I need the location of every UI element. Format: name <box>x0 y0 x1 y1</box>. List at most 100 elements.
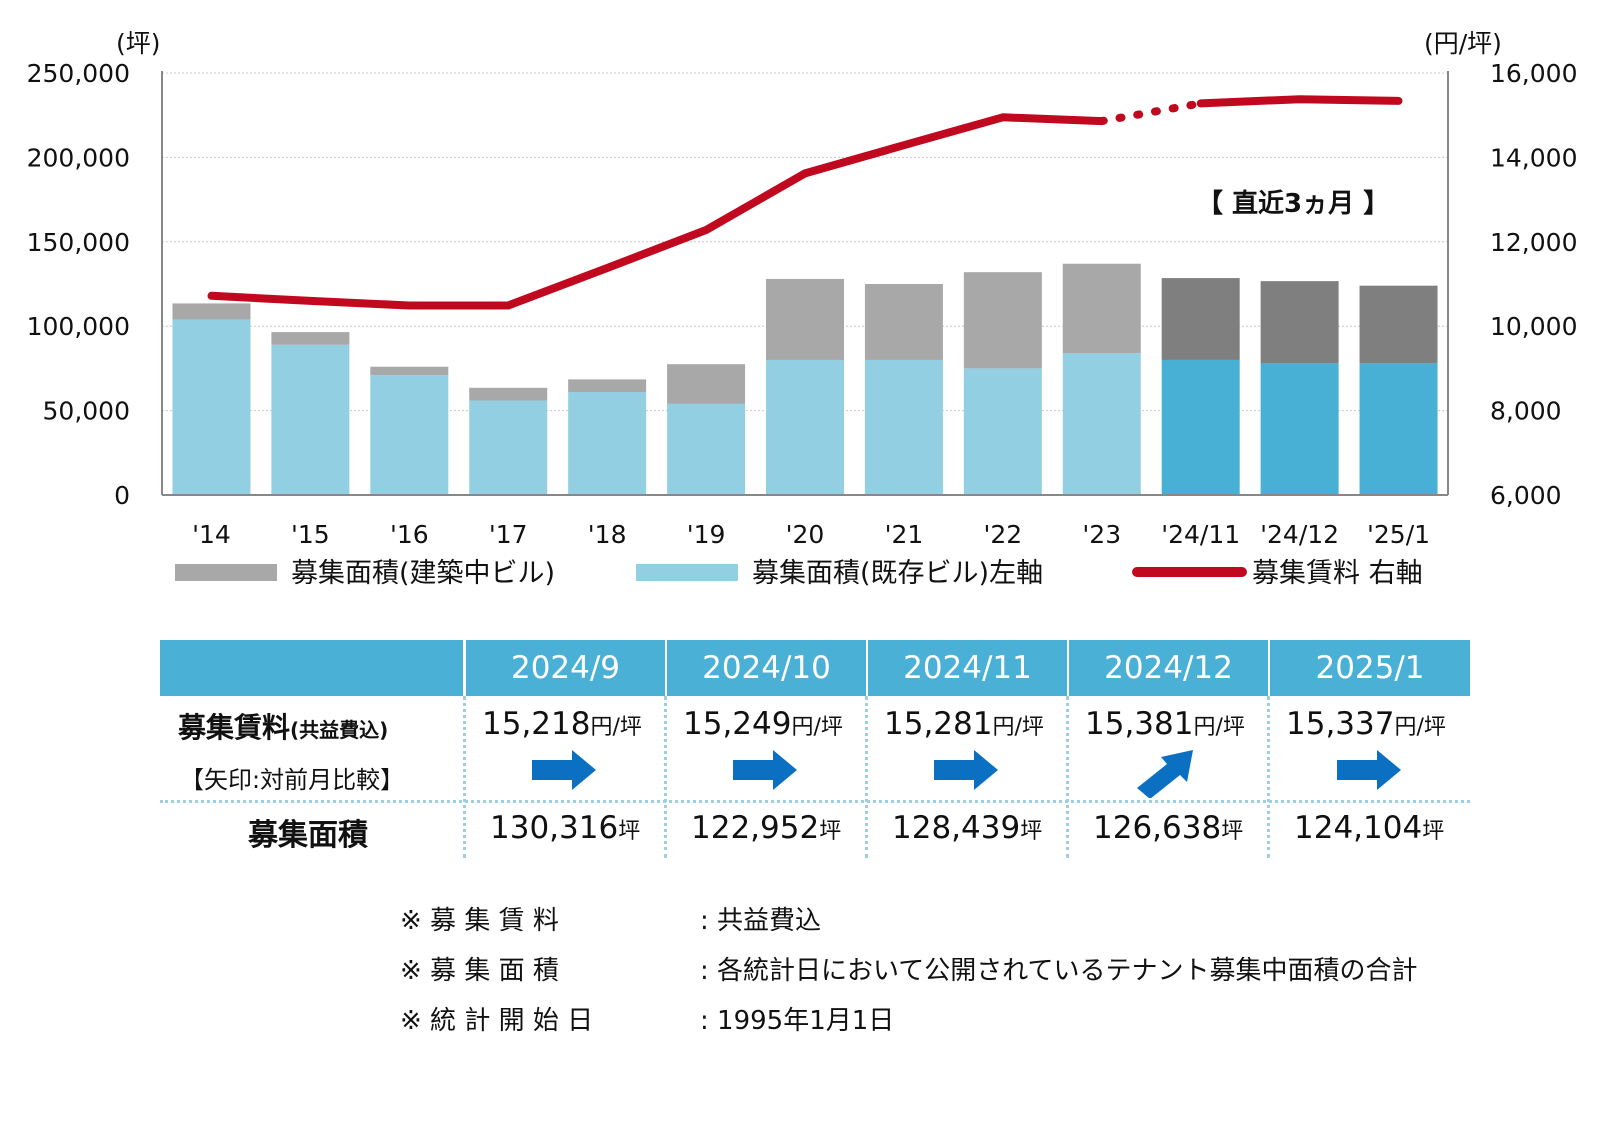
column-divider <box>664 696 667 858</box>
x-tick-label: '17 <box>489 520 528 549</box>
rent-unit-2: 円/坪 <box>791 715 843 740</box>
bar-construction <box>963 272 1042 369</box>
column-divider <box>1066 696 1069 858</box>
arrow-right-icon <box>1337 750 1401 790</box>
right-tick-label: 16,000 <box>1490 59 1577 88</box>
arrow-shape <box>1137 750 1193 798</box>
bar-construction <box>864 284 943 360</box>
area-number-1: 130,316 <box>490 810 619 846</box>
left-tick-label: 200,000 <box>27 143 130 172</box>
legend: 募集面積(建築中ビル) 募集面積(既存ビル)左軸 募集賃料 右軸 <box>175 558 1423 589</box>
footnote-value: : 1995年1月1日 <box>700 1006 895 1036</box>
left-axis-unit: (坪) <box>116 29 161 58</box>
header-month-2: 2024/10 <box>667 640 866 696</box>
area-number-2: 122,952 <box>691 810 820 846</box>
area-number-4: 126,638 <box>1093 810 1222 846</box>
arrow-shape <box>733 750 797 790</box>
rent-value-4: 15,381円/坪 <box>1085 706 1245 742</box>
area-number-3: 128,439 <box>892 810 1021 846</box>
area-unit-1: 坪 <box>618 819 641 844</box>
axes-layer: 0 50,000 100,000 150,000 200,000 250,000 6,000… <box>27 59 1578 549</box>
right-tick-label: 14,000 <box>1490 143 1577 172</box>
rent-unit-5: 円/坪 <box>1394 715 1446 740</box>
right-tick-label: 6,000 <box>1490 481 1562 510</box>
bar-existing <box>864 359 943 495</box>
bar-construction <box>172 303 251 320</box>
header-month-5: 2025/1 <box>1270 640 1470 696</box>
right-tick-label: 8,000 <box>1490 397 1562 426</box>
right-tick-label: 10,000 <box>1490 312 1577 341</box>
footnote-rent: ※ 募 集 賃 料: 共益費込 <box>400 900 821 937</box>
rent-value-2: 15,249円/坪 <box>683 706 843 742</box>
rent-unit-4: 円/坪 <box>1193 715 1245 740</box>
footnote-value: : 各統計日において公開されているテナント募集中面積の合計 <box>700 956 1418 986</box>
rent-number-5: 15,337 <box>1286 706 1395 742</box>
bar-construction <box>370 366 449 376</box>
bar-existing <box>1062 353 1141 495</box>
rent-value-1: 15,218円/坪 <box>482 706 642 742</box>
bar-construction <box>1260 281 1339 364</box>
legend-swatch-construction <box>175 564 277 581</box>
bar-existing <box>271 344 350 495</box>
bar-construction <box>766 278 844 360</box>
bar-construction <box>568 379 647 393</box>
rent-row-label: 募集賃料(共益費込) <box>178 706 388 746</box>
x-tick-label: '24/11 <box>1161 520 1240 549</box>
area-value-4: 126,638坪 <box>1093 810 1243 846</box>
bar-existing <box>370 375 449 495</box>
arrow-right-icon <box>532 750 596 790</box>
footnote-key: ※ 統 計 開 始 日 <box>400 1006 594 1036</box>
header-month-1: 2024/9 <box>466 640 665 696</box>
left-tick-label: 250,000 <box>27 59 130 88</box>
bar-existing <box>963 368 1042 495</box>
x-tick-label: '14 <box>192 520 231 549</box>
footnote-key: ※ 募 集 面 積 <box>400 956 559 986</box>
left-tick-label: 50,000 <box>43 397 130 426</box>
left-tick-label: 0 <box>114 481 130 510</box>
monthly-summary-table: 2024/9 2024/10 2024/11 2024/12 2025/1 募集… <box>160 640 1470 860</box>
right-tick-label: 12,000 <box>1490 228 1577 257</box>
rent-value-5: 15,337円/坪 <box>1286 706 1446 742</box>
arrow-right-icon <box>733 750 797 790</box>
row-divider <box>160 800 1470 803</box>
footnote-area: ※ 募 集 面 積 : 各統計日において公開されているテナント募集中面積の合計 <box>400 950 1417 987</box>
rent-unit-1: 円/坪 <box>590 715 642 740</box>
bar-construction <box>1359 285 1438 364</box>
area-unit-3: 坪 <box>1020 819 1043 844</box>
rent-line-gap <box>1097 99 1205 126</box>
bar-construction <box>271 332 350 345</box>
bar-construction <box>667 364 746 404</box>
area-value-5: 124,104坪 <box>1294 810 1444 846</box>
column-divider <box>865 696 868 858</box>
bar-construction <box>1161 278 1240 360</box>
header-blank-cell <box>160 640 463 696</box>
recent-3-months-annotation: 【 直近3ヵ月 】 <box>1197 189 1389 219</box>
left-tick-label: 150,000 <box>27 228 130 257</box>
bar-construction <box>1062 263 1141 354</box>
rent-number-4: 15,381 <box>1085 706 1194 742</box>
rent-line-history <box>207 113 1106 310</box>
x-tick-label: '18 <box>588 520 627 549</box>
arrow-shape <box>934 750 998 790</box>
rent-line-layer <box>207 95 1403 310</box>
bar-existing <box>1359 363 1438 495</box>
bars-layer <box>172 263 1438 495</box>
bar-existing <box>172 319 251 495</box>
header-month-3: 2024/11 <box>868 640 1067 696</box>
rent-label-text: 募集賃料 <box>178 711 291 744</box>
area-row-label: 募集面積 <box>248 818 368 853</box>
left-tick-label: 100,000 <box>27 312 130 341</box>
area-unit-5: 坪 <box>1422 819 1445 844</box>
x-tick-label: '20 <box>786 520 825 549</box>
bar-construction <box>469 387 548 401</box>
rent-number-1: 15,218 <box>482 706 591 742</box>
bar-existing <box>1161 359 1240 495</box>
arrow-shape <box>1337 750 1401 790</box>
rent-number-2: 15,249 <box>683 706 792 742</box>
bar-existing <box>1260 363 1339 495</box>
header-month-4: 2024/12 <box>1069 640 1268 696</box>
column-divider <box>463 696 466 858</box>
x-tick-label: '19 <box>687 520 726 549</box>
footnote-key: ※ 募 集 賃 料 <box>400 906 559 936</box>
area-number-5: 124,104 <box>1294 810 1423 846</box>
